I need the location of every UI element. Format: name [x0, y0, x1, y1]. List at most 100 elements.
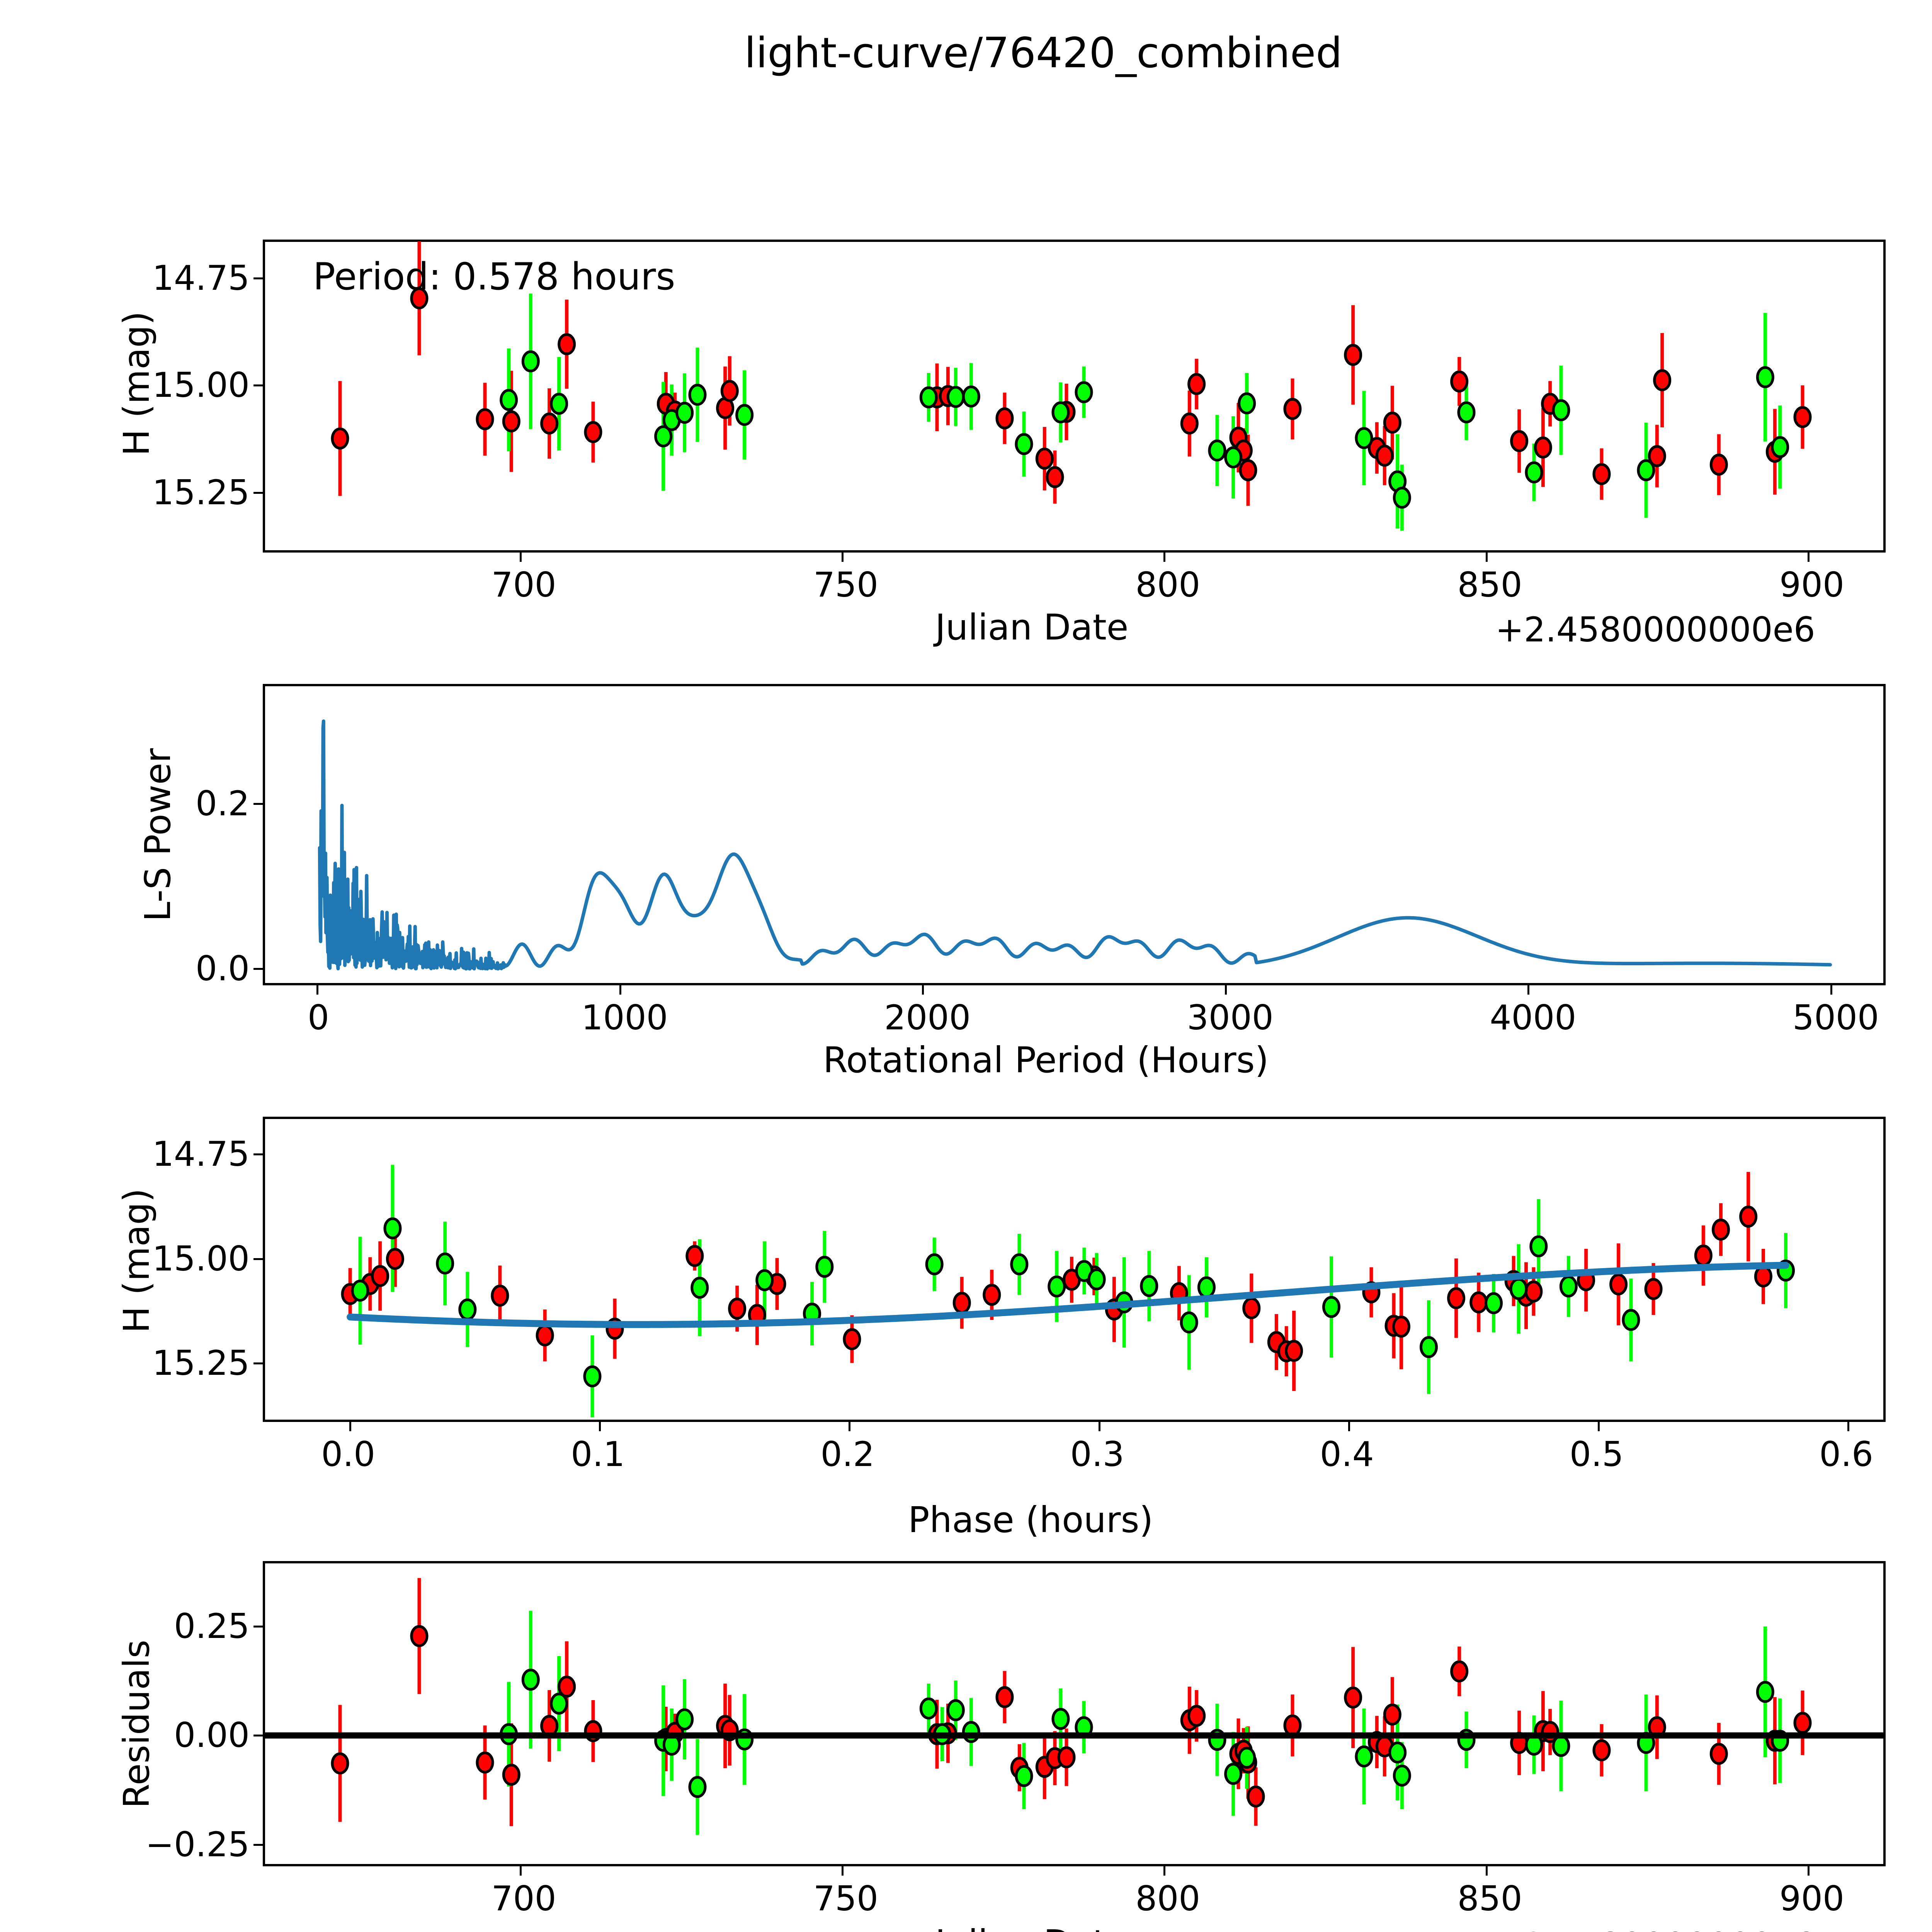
data-point	[383, 1217, 402, 1240]
data-point	[386, 1248, 404, 1270]
data-point	[1048, 1275, 1066, 1298]
data-point	[1035, 447, 1054, 470]
data-point	[1709, 1743, 1728, 1765]
y-tick-mark	[253, 277, 263, 279]
x-tick-label: 0.2	[820, 1434, 875, 1474]
data-point	[1187, 1705, 1206, 1727]
data-point	[1322, 1296, 1341, 1318]
data-point	[371, 1265, 389, 1287]
data-point	[1242, 1297, 1261, 1320]
data-point	[1393, 486, 1411, 509]
x-tick-label: 0	[308, 998, 330, 1037]
data-point	[1469, 1291, 1488, 1313]
x-tick-label: 0.1	[571, 1434, 625, 1474]
data-point	[1793, 1712, 1812, 1734]
y-tick-label: 15.25	[152, 1343, 250, 1383]
data-point	[1485, 1292, 1503, 1315]
data-point	[1180, 1311, 1198, 1333]
y-tick-label: −0.25	[145, 1824, 250, 1864]
data-point	[1457, 401, 1476, 423]
data-point	[1247, 1785, 1265, 1808]
data-point	[1057, 1746, 1076, 1769]
data-point	[1392, 1315, 1410, 1338]
data-point	[1694, 1244, 1713, 1267]
data-point	[1552, 399, 1570, 422]
x-tick-mark	[519, 553, 522, 562]
data-point	[995, 1686, 1014, 1708]
x-tick-mark	[1348, 1422, 1350, 1431]
data-point	[1793, 406, 1812, 428]
data-point	[476, 408, 494, 430]
panel-phasefold	[263, 1117, 1886, 1422]
data-point	[1653, 369, 1672, 391]
phasefold-xlabel: Phase (hours)	[908, 1499, 1153, 1541]
data-point	[1388, 1741, 1407, 1764]
x-tick-label: 800	[1135, 1879, 1201, 1918]
data-point	[491, 1284, 509, 1307]
lightcurve-x-offset-text: +2.4580000000e6	[1495, 610, 1815, 650]
periodogram-data-layer	[318, 719, 1832, 971]
data-point	[502, 1764, 520, 1786]
x-tick-mark	[922, 985, 924, 995]
data-point	[1355, 427, 1373, 449]
x-tick-mark	[1485, 1866, 1488, 1876]
x-tick-label: 750	[813, 565, 878, 605]
data-point	[1238, 392, 1256, 415]
residuals-series-group	[331, 1578, 1812, 1835]
data-point	[558, 333, 576, 355]
x-tick-mark	[349, 1422, 352, 1431]
data-point	[410, 1625, 429, 1647]
data-point	[331, 427, 349, 450]
data-point	[583, 1365, 602, 1388]
data-point	[1344, 1686, 1362, 1709]
data-point	[502, 410, 520, 432]
x-tick-mark	[1163, 1866, 1166, 1876]
x-tick-label: 700	[491, 565, 556, 605]
x-tick-label: 3000	[1187, 998, 1274, 1037]
data-point	[962, 1721, 980, 1743]
data-point	[1285, 1340, 1303, 1362]
x-tick-mark	[519, 1866, 522, 1876]
data-point	[755, 1269, 774, 1291]
x-tick-label: 4000	[1490, 998, 1577, 1037]
x-tick-mark	[842, 1866, 844, 1876]
data-point	[1051, 401, 1070, 423]
data-point	[1510, 430, 1529, 452]
x-tick-mark	[1098, 1422, 1100, 1431]
data-point	[558, 1675, 576, 1698]
y-tick-label: 15.00	[152, 365, 250, 405]
data-point	[1224, 446, 1243, 469]
data-point	[1756, 366, 1774, 388]
x-tick-mark	[1163, 553, 1166, 562]
phasefold-ylabel: H (mag)	[116, 1188, 157, 1333]
x-tick-mark	[1485, 553, 1488, 562]
data-point	[919, 1697, 938, 1719]
panel-periodogram	[263, 684, 1886, 985]
x-tick-label: 700	[491, 1879, 556, 1918]
x-tick-mark	[1808, 1866, 1810, 1876]
data-point	[735, 404, 754, 426]
data-point	[331, 1752, 349, 1775]
y-tick-mark	[253, 492, 263, 494]
data-point	[1010, 1253, 1029, 1276]
lightcurve-data-layer	[331, 241, 1812, 531]
data-point	[1015, 433, 1033, 455]
lightcurve-ylabel: H (mag)	[116, 311, 157, 456]
data-point	[1525, 461, 1543, 484]
data-point	[1383, 412, 1401, 434]
data-point	[1344, 344, 1362, 366]
y-tick-mark	[253, 1258, 263, 1260]
data-point	[728, 1298, 747, 1320]
data-point	[690, 1277, 709, 1299]
data-point	[1648, 445, 1666, 467]
lightcurve-xlabel: Julian Date	[935, 607, 1129, 648]
x-tick-mark	[842, 553, 844, 562]
data-point	[654, 425, 673, 447]
data-point	[952, 1292, 971, 1314]
data-point	[1644, 1278, 1663, 1300]
x-tick-label: 5000	[1792, 998, 1879, 1037]
y-tick-mark	[253, 1153, 263, 1156]
lightcurve-series-group	[331, 241, 1812, 531]
data-point	[584, 421, 602, 443]
data-point	[1450, 1660, 1469, 1683]
